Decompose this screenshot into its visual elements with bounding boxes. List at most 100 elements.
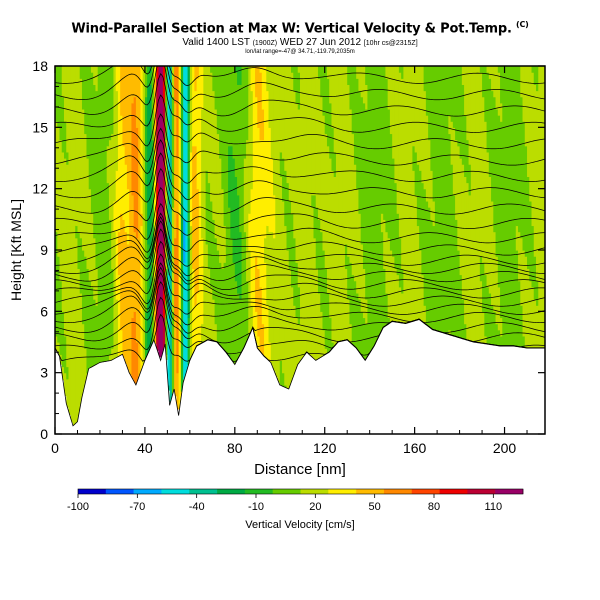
velocity-cell: [75, 237, 79, 424]
velocity-cell: [261, 323, 265, 355]
velocity-cell: [459, 274, 463, 339]
velocity-cell: [88, 188, 92, 282]
velocity-cell: [201, 66, 204, 110]
velocity-cell: [502, 66, 506, 347]
theta-contour: [55, 127, 545, 184]
velocity-cell: [527, 268, 530, 349]
velocity-cell: [425, 66, 429, 116]
velocity-cell: [192, 145, 195, 269]
velocity-cell: [536, 280, 539, 306]
velocity-cell: [250, 305, 254, 331]
velocity-cell: [248, 66, 252, 214]
velocity-cell: [506, 66, 510, 347]
velocity-cell: [151, 66, 155, 141]
velocity-cell: [473, 66, 476, 343]
velocity-cell: [396, 66, 400, 214]
velocity-cell: [311, 66, 315, 196]
velocity-cell: [398, 237, 402, 288]
velocity-cell: [322, 329, 326, 357]
velocity-cell: [111, 66, 115, 135]
velocity-cell: [531, 225, 535, 288]
velocity-cell: [167, 170, 171, 276]
velocity-cell: [333, 66, 337, 153]
velocity-cell: [228, 207, 231, 355]
velocity-cell: [174, 102, 177, 239]
velocity-cell: [234, 176, 238, 282]
theta-contour: [55, 253, 545, 307]
velocity-cell: [86, 268, 90, 374]
velocity-cell: [207, 268, 211, 341]
velocity-cell: [479, 72, 483, 257]
velocity-cell: [313, 194, 317, 239]
velocity-cell: [401, 78, 404, 270]
velocity-cell: [162, 268, 166, 319]
velocity-cell: [207, 182, 211, 269]
velocity-cell: [288, 200, 292, 269]
theta-contour: [55, 94, 545, 150]
velocity-cell: [479, 256, 483, 282]
velocity-cell: [63, 121, 67, 159]
velocity-cell: [261, 139, 265, 325]
velocity-cell: [165, 66, 168, 141]
velocity-cell: [412, 66, 416, 147]
velocity-cell: [324, 66, 328, 135]
velocity-cell: [385, 66, 389, 79]
velocity-cell: [515, 250, 519, 348]
velocity-cell: [79, 66, 83, 79]
velocity-cell: [484, 66, 488, 122]
velocity-cell: [261, 108, 265, 141]
velocity-cell: [237, 66, 240, 85]
velocity-cell: [302, 66, 306, 358]
velocity-cell: [230, 145, 234, 239]
velocity-cell: [239, 231, 243, 300]
velocity-cell: [351, 274, 355, 346]
velocity-cell: [533, 66, 537, 85]
velocity-cell: [223, 66, 227, 227]
velocity-cell: [268, 66, 272, 128]
velocity-cell: [522, 335, 526, 349]
velocity-cell: [500, 335, 503, 347]
velocity-cell: [84, 133, 88, 257]
velocity-cell: [320, 311, 324, 358]
velocity-cell: [430, 66, 434, 171]
velocity-cell: [75, 66, 79, 227]
velocity-cell: [138, 66, 142, 377]
velocity-cell: [246, 66, 249, 141]
velocity-cell: [315, 66, 319, 208]
velocity-cell: [315, 268, 319, 361]
velocity-cell: [349, 66, 353, 110]
velocity-cell: [214, 237, 218, 325]
velocity-cell: [365, 108, 369, 300]
velocity-cell: [291, 213, 294, 288]
velocity-cell: [255, 66, 258, 98]
velocity-cell: [273, 66, 276, 196]
velocity-cell: [396, 274, 400, 323]
velocity-cell: [57, 66, 61, 128]
velocity-cell: [205, 66, 209, 171]
velocity-cell: [349, 262, 353, 325]
velocity-cell: [246, 280, 249, 342]
velocity-cell: [300, 66, 303, 361]
velocity-cell: [295, 262, 299, 319]
velocity-cell: [180, 66, 184, 184]
velocity-cell: [466, 139, 470, 184]
velocity-cell: [468, 164, 472, 196]
velocity-cell: [156, 66, 159, 79]
x-tick-label: 120: [313, 440, 337, 456]
velocity-cell: [122, 66, 126, 147]
velocity-cell: [425, 200, 429, 327]
velocity-cell: [151, 139, 155, 263]
velocity-cell: [282, 372, 285, 388]
velocity-cell: [228, 66, 231, 147]
velocity-cell: [500, 121, 503, 319]
velocity-cell: [270, 66, 274, 159]
velocity-cell: [167, 66, 171, 171]
velocity-cell: [243, 231, 247, 347]
velocity-cell: [493, 66, 497, 98]
velocity-cell: [527, 66, 530, 177]
velocity-cell: [326, 66, 330, 79]
velocity-cell: [441, 66, 445, 334]
velocity-cell: [59, 66, 63, 141]
velocity-cell: [257, 127, 261, 269]
